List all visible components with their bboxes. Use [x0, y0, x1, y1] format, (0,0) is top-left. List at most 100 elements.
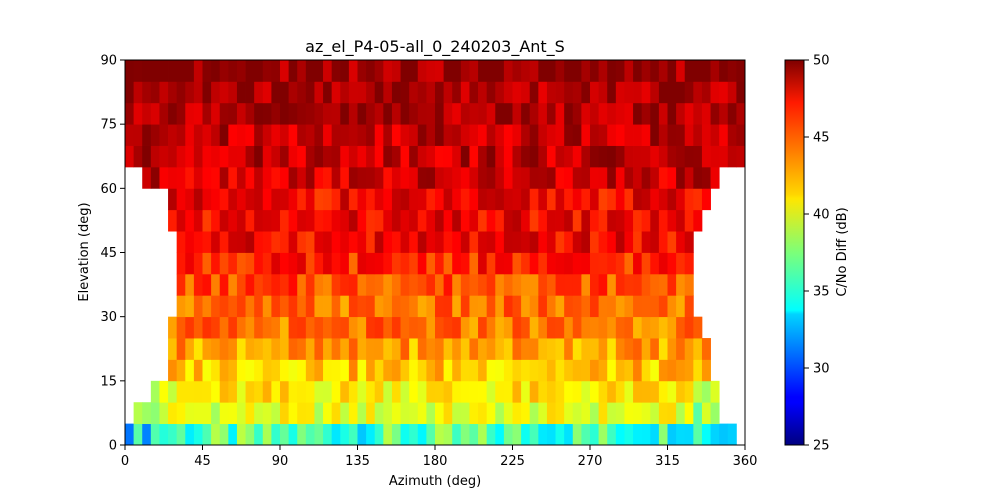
heatmap-cell [383, 166, 393, 189]
heatmap-cell [236, 188, 246, 211]
heatmap-cell [650, 338, 660, 360]
heatmap-cell [512, 188, 522, 211]
heatmap-cell [736, 102, 746, 125]
heatmap-cell [633, 316, 643, 339]
heatmap-cell [676, 423, 686, 446]
heatmap-cell [305, 273, 315, 296]
heatmap-cell [650, 380, 660, 403]
heatmap-cell [452, 231, 462, 253]
heatmap-cell [710, 102, 720, 125]
heatmap-cell [435, 338, 445, 360]
heatmap-cell [650, 423, 660, 446]
heatmap-cell [486, 209, 496, 232]
heatmap-cell [366, 166, 376, 189]
heatmap-cell [546, 402, 556, 425]
heatmap-cell [667, 273, 677, 296]
heatmap-cell [503, 316, 513, 339]
heatmap-cell [641, 252, 651, 275]
heatmap-cell [572, 338, 582, 360]
heatmap-cell [305, 295, 315, 318]
heatmap-cell [426, 423, 436, 446]
heatmap-cell [305, 209, 315, 232]
heatmap-cell [460, 402, 470, 425]
heatmap-cell [176, 273, 186, 296]
heatmap-cell [400, 60, 410, 82]
heatmap-cell [503, 124, 513, 146]
heatmap-cell [297, 338, 307, 360]
heatmap-cell [684, 188, 694, 211]
heatmap-cell [400, 252, 410, 275]
heatmap-cell [443, 231, 453, 253]
heatmap-cell [633, 81, 643, 104]
heatmap-cell [305, 380, 315, 403]
heatmap-cell [245, 81, 255, 104]
heatmap-cell [615, 402, 625, 425]
heatmap-cell [598, 423, 608, 446]
heatmap-cell [340, 209, 350, 232]
heatmap-cell [460, 145, 470, 168]
heatmap-cell [366, 402, 376, 425]
heatmap-cell [417, 295, 427, 318]
heatmap-cell [676, 380, 686, 403]
heatmap-cell [452, 316, 462, 339]
heatmap-cell [426, 252, 436, 275]
heatmap-cell [581, 359, 591, 382]
heatmap-cell [590, 231, 600, 253]
heatmap-cell [219, 423, 229, 446]
heatmap-cell [435, 295, 445, 318]
heatmap-cell [280, 231, 290, 253]
heatmap-cell [280, 295, 290, 318]
x-tick-label: 270 [578, 454, 603, 469]
heatmap-cell [469, 231, 479, 253]
heatmap-cell [555, 316, 565, 339]
heatmap-cell [305, 188, 315, 211]
heatmap-cell [607, 102, 617, 125]
heatmap-cell [538, 145, 548, 168]
heatmap-cell [667, 188, 677, 211]
heatmap-cell [383, 188, 393, 211]
heatmap-cell [314, 252, 324, 275]
heatmap-cell [348, 359, 358, 382]
heatmap-cell [521, 60, 531, 82]
heatmap-cell [323, 252, 333, 275]
heatmap-cell [529, 188, 539, 211]
heatmap-cell [133, 423, 143, 446]
heatmap-cell [417, 209, 427, 232]
heatmap-cell [521, 338, 531, 360]
heatmap-cell [374, 166, 384, 189]
heatmap-cell [245, 273, 255, 296]
heatmap-cell [435, 145, 445, 168]
heatmap-cell [168, 402, 178, 425]
heatmap-cell [538, 166, 548, 189]
heatmap-cell [374, 231, 384, 253]
heatmap-cell [391, 423, 401, 446]
heatmap-cell [495, 209, 505, 232]
heatmap-cell [564, 231, 574, 253]
heatmap-cell [314, 81, 324, 104]
heatmap-cell [426, 402, 436, 425]
heatmap-cell [469, 359, 479, 382]
heatmap-cell [624, 188, 634, 211]
heatmap-cell [607, 231, 617, 253]
heatmap-cell [538, 359, 548, 382]
heatmap-cell [374, 273, 384, 296]
heatmap-cell [693, 166, 703, 189]
heatmap-cell [615, 166, 625, 189]
heatmap-cell [590, 188, 600, 211]
heatmap-cell [314, 166, 324, 189]
heatmap-cell [701, 359, 711, 382]
heatmap-cell [624, 380, 634, 403]
heatmap-cell [641, 60, 651, 82]
heatmap-cell [331, 102, 341, 125]
heatmap-cell [581, 402, 591, 425]
heatmap-cell [667, 124, 677, 146]
heatmap-cell [641, 316, 651, 339]
heatmap-cell [538, 188, 548, 211]
heatmap-cell [219, 166, 229, 189]
heatmap-cell [503, 231, 513, 253]
heatmap-cell [710, 402, 720, 425]
heatmap-cell [486, 423, 496, 446]
heatmap-cell [598, 81, 608, 104]
heatmap-cell [521, 380, 531, 403]
heatmap-cell [641, 423, 651, 446]
